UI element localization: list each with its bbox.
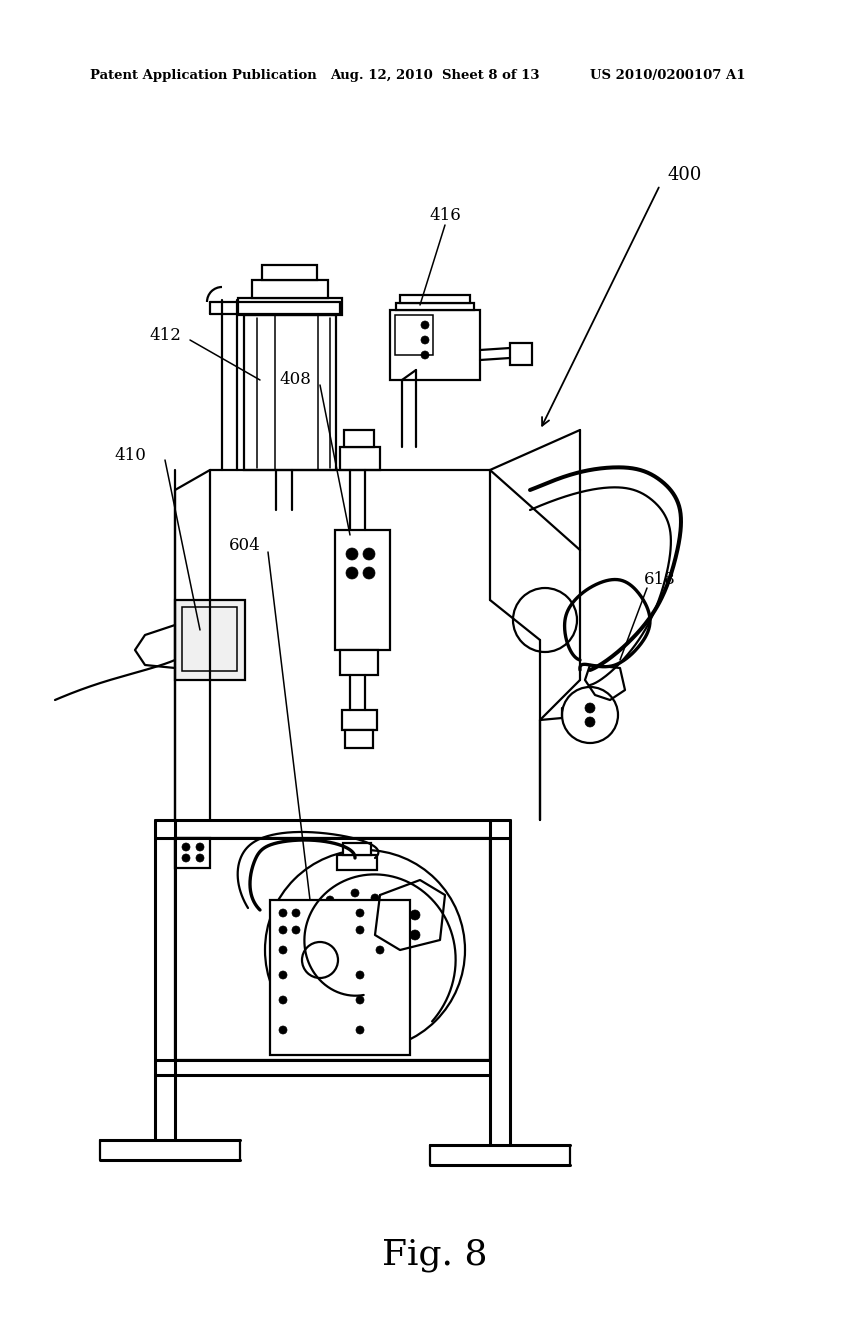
Bar	[238, 298, 342, 315]
Circle shape	[356, 1026, 364, 1034]
Bar	[175, 838, 210, 869]
Circle shape	[196, 843, 204, 851]
Circle shape	[326, 994, 334, 1002]
Bar	[335, 531, 390, 649]
Circle shape	[346, 548, 358, 560]
Bar	[400, 294, 470, 304]
Bar	[510, 343, 532, 366]
Circle shape	[279, 997, 287, 1005]
Text: Patent Application Publication: Patent Application Publication	[90, 69, 316, 82]
Circle shape	[356, 927, 364, 935]
Circle shape	[279, 927, 287, 935]
Circle shape	[351, 913, 359, 921]
Text: Aug. 12, 2010  Sheet 8 of 13: Aug. 12, 2010 Sheet 8 of 13	[330, 69, 539, 82]
Circle shape	[421, 351, 429, 359]
Circle shape	[182, 854, 190, 862]
Circle shape	[279, 1026, 287, 1034]
Circle shape	[410, 909, 420, 920]
Circle shape	[279, 946, 287, 954]
Text: Fig. 8: Fig. 8	[382, 1238, 488, 1272]
Text: 410: 410	[114, 446, 146, 463]
Text: 416: 416	[429, 206, 461, 223]
Bar	[182, 607, 237, 671]
Circle shape	[346, 568, 358, 579]
Circle shape	[196, 854, 204, 862]
Bar	[244, 315, 336, 470]
Circle shape	[326, 946, 334, 954]
Circle shape	[351, 972, 359, 979]
Circle shape	[279, 972, 287, 979]
Bar	[345, 730, 373, 748]
Circle shape	[182, 843, 190, 851]
Bar	[340, 649, 378, 675]
Bar	[390, 310, 480, 380]
Bar	[175, 601, 245, 680]
Circle shape	[279, 909, 287, 917]
Circle shape	[326, 921, 334, 929]
Circle shape	[410, 931, 420, 940]
Bar	[337, 855, 377, 870]
Circle shape	[585, 704, 595, 713]
Text: 412: 412	[149, 326, 181, 343]
Bar	[270, 900, 410, 1055]
Circle shape	[585, 717, 595, 727]
Bar	[340, 447, 380, 470]
Bar	[252, 280, 328, 298]
Bar	[343, 843, 371, 855]
Bar	[344, 430, 374, 447]
Circle shape	[363, 548, 375, 560]
Bar	[342, 710, 377, 730]
Text: 618: 618	[644, 572, 676, 589]
Text: US 2010/0200107 A1: US 2010/0200107 A1	[590, 69, 746, 82]
Circle shape	[421, 321, 429, 329]
Circle shape	[421, 337, 429, 345]
Bar	[395, 315, 433, 355]
Bar	[175, 838, 490, 1060]
Text: 408: 408	[279, 371, 311, 388]
Circle shape	[356, 997, 364, 1005]
Circle shape	[356, 991, 364, 999]
Text: 400: 400	[668, 166, 702, 183]
Circle shape	[351, 888, 359, 898]
Circle shape	[363, 568, 375, 579]
Bar	[396, 304, 474, 310]
Circle shape	[371, 966, 379, 974]
Circle shape	[371, 894, 379, 902]
Circle shape	[356, 972, 364, 979]
Circle shape	[326, 896, 334, 904]
Circle shape	[376, 944, 384, 952]
Bar	[262, 265, 317, 280]
Text: 604: 604	[229, 536, 261, 553]
Circle shape	[356, 909, 364, 917]
Circle shape	[292, 909, 300, 917]
Circle shape	[292, 927, 300, 935]
Circle shape	[376, 946, 384, 954]
